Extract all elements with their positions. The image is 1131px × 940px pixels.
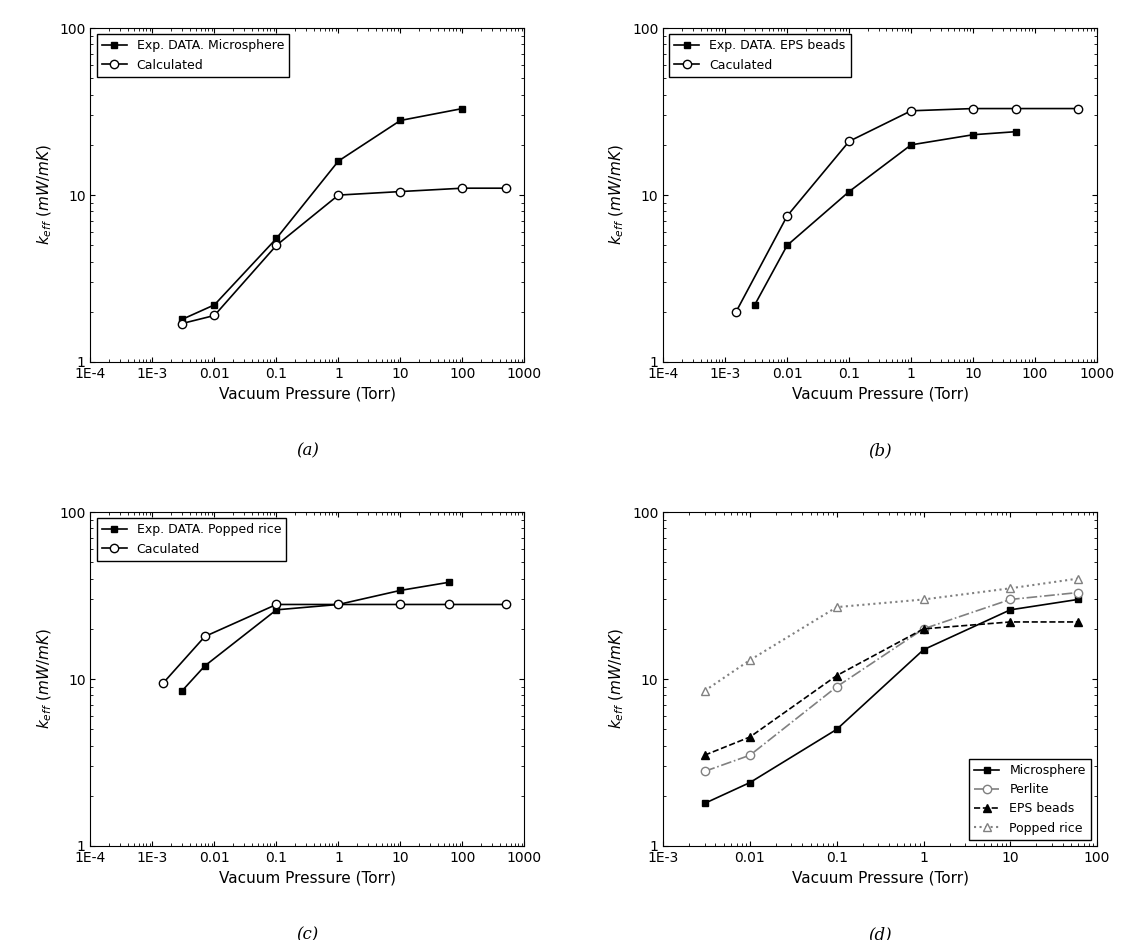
Popped rice — [1003, 583, 1017, 594]
Caculated — [729, 306, 743, 318]
Caculated — [1072, 102, 1086, 114]
Line: Popped rice: Popped rice — [700, 574, 1082, 695]
Y-axis label: $k_{eff}$ $(mW/mK)$: $k_{eff}$ $(mW/mK)$ — [35, 629, 53, 729]
Caculated — [269, 599, 283, 610]
Microsphere — [917, 644, 931, 655]
Popped rice — [917, 594, 931, 605]
Exp. DATA. EPS beads — [780, 240, 794, 251]
Exp. DATA. Microsphere — [394, 115, 407, 126]
Legend: Exp. DATA. Microsphere, Calculated: Exp. DATA. Microsphere, Calculated — [97, 35, 290, 77]
Caculated — [1010, 102, 1024, 114]
Calculated — [269, 240, 283, 251]
Microsphere — [698, 798, 711, 809]
X-axis label: Vacuum Pressure (Torr): Vacuum Pressure (Torr) — [792, 870, 968, 885]
Perlite — [830, 682, 844, 693]
Exp. DATA. Microsphere — [208, 299, 222, 310]
Calculated — [394, 186, 407, 197]
Caculated — [331, 599, 345, 610]
X-axis label: Vacuum Pressure (Torr): Vacuum Pressure (Torr) — [219, 386, 396, 401]
Line: Caculated: Caculated — [159, 601, 510, 687]
Popped rice — [1071, 573, 1085, 585]
Popped rice — [698, 685, 711, 697]
EPS beads — [830, 670, 844, 681]
Popped rice — [743, 654, 757, 666]
Caculated — [966, 102, 979, 114]
Line: Exp. DATA. EPS beads: Exp. DATA. EPS beads — [751, 128, 1020, 308]
Exp. DATA. EPS beads — [966, 129, 979, 140]
Exp. DATA. Microsphere — [456, 102, 469, 114]
Caculated — [156, 677, 170, 688]
Caculated — [843, 135, 856, 147]
Line: Exp. DATA. Microsphere: Exp. DATA. Microsphere — [179, 105, 466, 322]
Line: EPS beads: EPS beads — [700, 618, 1082, 760]
Exp. DATA. Microsphere — [269, 233, 283, 244]
Exp. DATA. Microsphere — [175, 314, 189, 325]
Caculated — [499, 599, 512, 610]
Text: (a): (a) — [296, 442, 319, 459]
Perlite — [1071, 587, 1085, 598]
Text: (b): (b) — [869, 442, 892, 459]
Line: Calculated: Calculated — [178, 184, 510, 328]
Exp. DATA. EPS beads — [748, 299, 761, 310]
Caculated — [780, 211, 794, 222]
Text: (d): (d) — [869, 926, 892, 940]
Calculated — [499, 182, 512, 194]
Legend: Microsphere, Perlite, EPS beads, Popped rice: Microsphere, Perlite, EPS beads, Popped … — [969, 759, 1090, 839]
X-axis label: Vacuum Pressure (Torr): Vacuum Pressure (Torr) — [792, 386, 968, 401]
Microsphere — [1071, 594, 1085, 605]
Caculated — [905, 105, 918, 117]
EPS beads — [1003, 617, 1017, 628]
Perlite — [917, 623, 931, 634]
Caculated — [442, 599, 456, 610]
Perlite — [743, 749, 757, 760]
EPS beads — [743, 731, 757, 743]
Line: Caculated: Caculated — [732, 104, 1082, 316]
Exp. DATA. Popped rice — [175, 685, 189, 697]
X-axis label: Vacuum Pressure (Torr): Vacuum Pressure (Torr) — [219, 870, 396, 885]
Line: Exp. DATA. Popped rice: Exp. DATA. Popped rice — [179, 579, 452, 695]
Exp. DATA. Popped rice — [198, 660, 211, 671]
Exp. DATA. EPS beads — [905, 139, 918, 150]
Microsphere — [1003, 604, 1017, 616]
Calculated — [456, 182, 469, 194]
Exp. DATA. Popped rice — [331, 599, 345, 610]
Caculated — [198, 631, 211, 642]
Caculated — [394, 599, 407, 610]
Perlite — [698, 766, 711, 777]
Line: Microsphere: Microsphere — [701, 596, 1081, 807]
Text: (c): (c) — [296, 926, 319, 940]
Exp. DATA. EPS beads — [843, 186, 856, 197]
Exp. DATA. Popped rice — [442, 577, 456, 588]
Y-axis label: $k_{eff}$ $(mW/mK)$: $k_{eff}$ $(mW/mK)$ — [608, 629, 627, 729]
EPS beads — [1071, 617, 1085, 628]
Calculated — [208, 310, 222, 321]
Exp. DATA. Microsphere — [331, 155, 345, 166]
Popped rice — [830, 602, 844, 613]
EPS beads — [917, 623, 931, 634]
Y-axis label: $k_{eff}$ $(mW/mK)$: $k_{eff}$ $(mW/mK)$ — [608, 145, 627, 245]
Calculated — [331, 190, 345, 201]
Microsphere — [743, 776, 757, 788]
Perlite — [1003, 594, 1017, 605]
Exp. DATA. EPS beads — [1010, 126, 1024, 137]
Legend: Exp. DATA. Popped rice, Caculated: Exp. DATA. Popped rice, Caculated — [97, 519, 286, 560]
EPS beads — [698, 749, 711, 760]
Exp. DATA. Popped rice — [394, 585, 407, 596]
Microsphere — [830, 724, 844, 735]
Exp. DATA. Popped rice — [269, 604, 283, 616]
Y-axis label: $k_{eff}$ $(mW/mK)$: $k_{eff}$ $(mW/mK)$ — [35, 145, 53, 245]
Legend: Exp. DATA. EPS beads, Caculated: Exp. DATA. EPS beads, Caculated — [670, 35, 851, 77]
Calculated — [175, 318, 189, 329]
Line: Perlite: Perlite — [700, 588, 1082, 776]
